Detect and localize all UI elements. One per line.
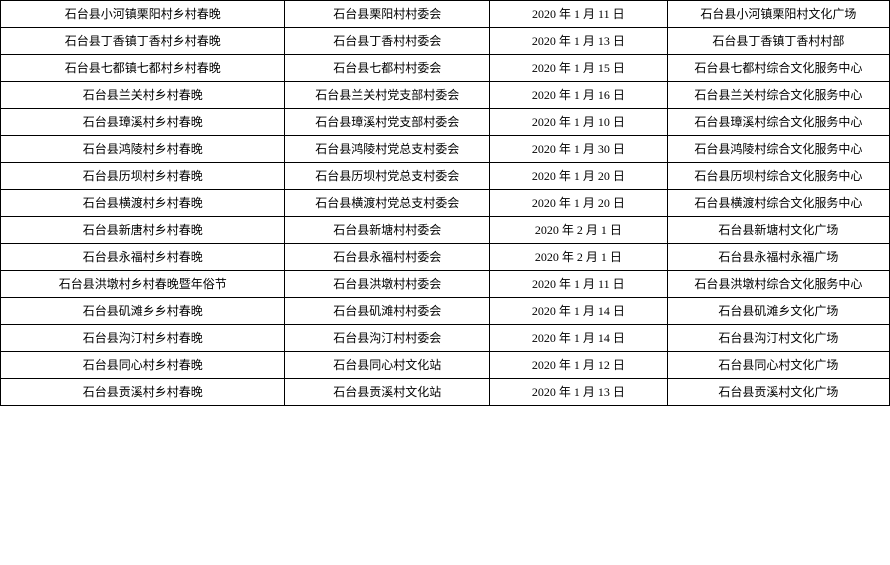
event-name-cell: 石台县沟汀村乡村春晚 (1, 325, 285, 352)
date-cell: 2020 年 1 月 14 日 (489, 325, 667, 352)
table-row: 石台县七都镇七都村乡村春晚 石台县七都村村委会 2020 年 1 月 15 日 … (1, 55, 890, 82)
organizer-cell: 石台县洪墩村村委会 (285, 271, 489, 298)
date-cell: 2020 年 1 月 11 日 (489, 271, 667, 298)
table-row: 石台县贡溪村乡村春晚 石台县贡溪村文化站 2020 年 1 月 13 日 石台县… (1, 379, 890, 406)
table-row: 石台县鸿陵村乡村春晚 石台县鸿陵村党总支村委会 2020 年 1 月 30 日 … (1, 136, 890, 163)
date-cell: 2020 年 1 月 12 日 (489, 352, 667, 379)
venue-cell: 石台县横渡村综合文化服务中心 (667, 190, 889, 217)
event-name-cell: 石台县璋溪村乡村春晚 (1, 109, 285, 136)
venue-cell: 石台县兰关村综合文化服务中心 (667, 82, 889, 109)
organizer-cell: 石台县贡溪村文化站 (285, 379, 489, 406)
event-name-cell: 石台县贡溪村乡村春晚 (1, 379, 285, 406)
organizer-cell: 石台县七都村村委会 (285, 55, 489, 82)
event-name-cell: 石台县丁香镇丁香村乡村春晚 (1, 28, 285, 55)
table-body: 石台县小河镇栗阳村乡村春晚 石台县栗阳村村委会 2020 年 1 月 11 日 … (1, 1, 890, 406)
event-name-cell: 石台县横渡村乡村春晚 (1, 190, 285, 217)
venue-cell: 石台县鸿陵村综合文化服务中心 (667, 136, 889, 163)
date-cell: 2020 年 2 月 1 日 (489, 217, 667, 244)
table-row: 石台县新唐村乡村春晚 石台县新塘村村委会 2020 年 2 月 1 日 石台县新… (1, 217, 890, 244)
date-cell: 2020 年 1 月 16 日 (489, 82, 667, 109)
organizer-cell: 石台县栗阳村村委会 (285, 1, 489, 28)
table-row: 石台县历坝村乡村春晚 石台县历坝村党总支村委会 2020 年 1 月 20 日 … (1, 163, 890, 190)
event-name-cell: 石台县鸿陵村乡村春晚 (1, 136, 285, 163)
venue-cell: 石台县璋溪村综合文化服务中心 (667, 109, 889, 136)
date-cell: 2020 年 1 月 15 日 (489, 55, 667, 82)
organizer-cell: 石台县丁香村村委会 (285, 28, 489, 55)
venue-cell: 石台县七都村综合文化服务中心 (667, 55, 889, 82)
event-name-cell: 石台县兰关村乡村春晚 (1, 82, 285, 109)
date-cell: 2020 年 2 月 1 日 (489, 244, 667, 271)
organizer-cell: 石台县新塘村村委会 (285, 217, 489, 244)
event-name-cell: 石台县同心村乡村春晚 (1, 352, 285, 379)
venue-cell: 石台县永福村永福广场 (667, 244, 889, 271)
event-name-cell: 石台县七都镇七都村乡村春晚 (1, 55, 285, 82)
venue-cell: 石台县矶滩乡文化广场 (667, 298, 889, 325)
venue-cell: 石台县新塘村文化广场 (667, 217, 889, 244)
table-row: 石台县洪墩村乡村春晚暨年俗节 石台县洪墩村村委会 2020 年 1 月 11 日… (1, 271, 890, 298)
table-row: 石台县小河镇栗阳村乡村春晚 石台县栗阳村村委会 2020 年 1 月 11 日 … (1, 1, 890, 28)
table-row: 石台县永福村乡村春晚 石台县永福村村委会 2020 年 2 月 1 日 石台县永… (1, 244, 890, 271)
organizer-cell: 石台县横渡村党总支村委会 (285, 190, 489, 217)
venue-cell: 石台县沟汀村文化广场 (667, 325, 889, 352)
organizer-cell: 石台县同心村文化站 (285, 352, 489, 379)
table-row: 石台县沟汀村乡村春晚 石台县沟汀村村委会 2020 年 1 月 14 日 石台县… (1, 325, 890, 352)
venue-cell: 石台县丁香镇丁香村村部 (667, 28, 889, 55)
date-cell: 2020 年 1 月 13 日 (489, 379, 667, 406)
event-name-cell: 石台县新唐村乡村春晚 (1, 217, 285, 244)
date-cell: 2020 年 1 月 20 日 (489, 163, 667, 190)
event-name-cell: 石台县历坝村乡村春晚 (1, 163, 285, 190)
event-schedule-table: 石台县小河镇栗阳村乡村春晚 石台县栗阳村村委会 2020 年 1 月 11 日 … (0, 0, 890, 406)
organizer-cell: 石台县鸿陵村党总支村委会 (285, 136, 489, 163)
table-row: 石台县璋溪村乡村春晚 石台县璋溪村党支部村委会 2020 年 1 月 10 日 … (1, 109, 890, 136)
venue-cell: 石台县历坝村综合文化服务中心 (667, 163, 889, 190)
date-cell: 2020 年 1 月 10 日 (489, 109, 667, 136)
venue-cell: 石台县洪墩村综合文化服务中心 (667, 271, 889, 298)
organizer-cell: 石台县矶滩村村委会 (285, 298, 489, 325)
date-cell: 2020 年 1 月 20 日 (489, 190, 667, 217)
organizer-cell: 石台县沟汀村村委会 (285, 325, 489, 352)
organizer-cell: 石台县璋溪村党支部村委会 (285, 109, 489, 136)
date-cell: 2020 年 1 月 11 日 (489, 1, 667, 28)
table-row: 石台县矶滩乡乡村春晚 石台县矶滩村村委会 2020 年 1 月 14 日 石台县… (1, 298, 890, 325)
date-cell: 2020 年 1 月 14 日 (489, 298, 667, 325)
event-name-cell: 石台县小河镇栗阳村乡村春晚 (1, 1, 285, 28)
organizer-cell: 石台县历坝村党总支村委会 (285, 163, 489, 190)
organizer-cell: 石台县永福村村委会 (285, 244, 489, 271)
date-cell: 2020 年 1 月 30 日 (489, 136, 667, 163)
venue-cell: 石台县小河镇栗阳村文化广场 (667, 1, 889, 28)
table-row: 石台县丁香镇丁香村乡村春晚 石台县丁香村村委会 2020 年 1 月 13 日 … (1, 28, 890, 55)
table-row: 石台县同心村乡村春晚 石台县同心村文化站 2020 年 1 月 12 日 石台县… (1, 352, 890, 379)
event-name-cell: 石台县永福村乡村春晚 (1, 244, 285, 271)
table-row: 石台县横渡村乡村春晚 石台县横渡村党总支村委会 2020 年 1 月 20 日 … (1, 190, 890, 217)
date-cell: 2020 年 1 月 13 日 (489, 28, 667, 55)
event-name-cell: 石台县矶滩乡乡村春晚 (1, 298, 285, 325)
event-name-cell: 石台县洪墩村乡村春晚暨年俗节 (1, 271, 285, 298)
organizer-cell: 石台县兰关村党支部村委会 (285, 82, 489, 109)
venue-cell: 石台县同心村文化广场 (667, 352, 889, 379)
venue-cell: 石台县贡溪村文化广场 (667, 379, 889, 406)
table-row: 石台县兰关村乡村春晚 石台县兰关村党支部村委会 2020 年 1 月 16 日 … (1, 82, 890, 109)
